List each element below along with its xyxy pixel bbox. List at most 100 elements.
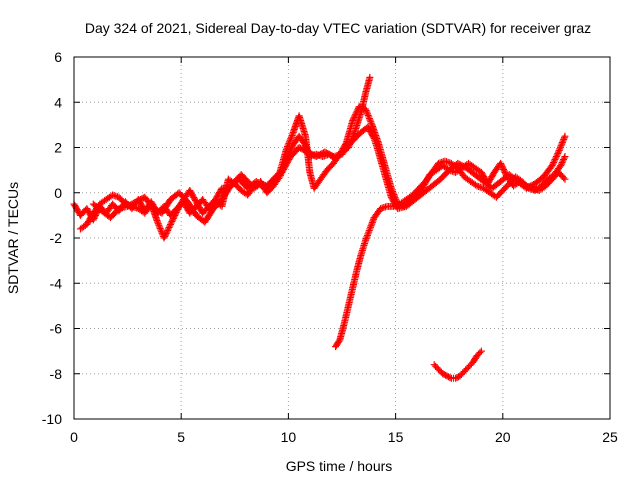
data-point xyxy=(557,142,565,150)
data-point xyxy=(282,146,290,154)
data-point xyxy=(352,110,360,118)
data-point xyxy=(500,167,508,175)
data-point xyxy=(560,156,568,164)
y-tick-label: 0 xyxy=(54,185,62,201)
data-point xyxy=(554,150,562,158)
data-point xyxy=(167,219,175,227)
data-point xyxy=(550,159,558,167)
data-point xyxy=(557,162,565,170)
data-point xyxy=(364,230,372,238)
data-point xyxy=(283,144,291,152)
x-axis-label: GPS time / hours xyxy=(286,458,393,474)
data-point xyxy=(284,143,292,151)
tick-labels: 0 5 10 15 20 25 -10 -8 -6 -4 -2 0 2 4 6 xyxy=(42,49,618,445)
data-point xyxy=(550,157,558,165)
data-point xyxy=(561,132,569,140)
data-point xyxy=(365,115,373,123)
y-tick-label: -10 xyxy=(42,411,62,427)
data-point xyxy=(162,229,170,237)
data-point xyxy=(560,135,568,143)
data-point xyxy=(477,347,485,355)
data-point xyxy=(285,139,293,147)
data-point xyxy=(548,162,556,170)
data-point xyxy=(285,138,293,146)
data-point xyxy=(557,160,565,168)
data-point xyxy=(555,148,563,156)
data-point xyxy=(157,226,165,234)
data-point xyxy=(365,113,373,121)
data-point xyxy=(362,105,370,113)
data-point xyxy=(363,108,371,116)
data-point xyxy=(164,225,172,233)
data-point xyxy=(362,236,370,244)
data-point xyxy=(369,217,377,225)
chart-title: Day 324 of 2021, Sidereal Day-to-day VTE… xyxy=(85,20,591,36)
data-point xyxy=(364,111,372,119)
data-point xyxy=(164,226,172,234)
data-point xyxy=(551,156,559,164)
data-point xyxy=(155,221,163,229)
data-point xyxy=(362,107,370,115)
y-axis-label: SDTVAR / TECUs xyxy=(5,182,21,294)
data-point xyxy=(163,228,171,236)
data-point xyxy=(368,218,376,226)
data-point xyxy=(161,231,169,239)
data-series xyxy=(70,73,569,382)
data-point xyxy=(365,227,373,235)
data-point xyxy=(349,116,357,124)
x-tick-label: 10 xyxy=(281,429,297,445)
x-tick-label: 15 xyxy=(388,429,404,445)
data-point xyxy=(160,234,168,242)
data-point xyxy=(287,135,295,143)
data-point xyxy=(560,154,568,162)
y-tick-label: -8 xyxy=(50,366,63,382)
data-point xyxy=(370,215,378,223)
data-point xyxy=(171,211,179,219)
data-point xyxy=(561,153,569,161)
data-point xyxy=(169,216,177,224)
data-point xyxy=(351,112,359,120)
data-point xyxy=(367,118,375,126)
axes xyxy=(73,56,611,420)
data-point xyxy=(363,231,371,239)
data-point xyxy=(364,110,372,118)
y-tick-label: -2 xyxy=(50,230,63,246)
y-tick-label: 2 xyxy=(54,140,62,156)
data-point xyxy=(497,161,505,169)
data-point xyxy=(284,141,292,149)
data-point xyxy=(369,133,377,141)
data-point xyxy=(560,174,568,182)
data-point xyxy=(552,153,560,161)
y-tick-label: -4 xyxy=(50,275,63,291)
data-point xyxy=(166,220,174,228)
data-point xyxy=(553,151,561,159)
data-point xyxy=(558,139,566,147)
data-point xyxy=(349,115,357,123)
data-point xyxy=(335,337,343,345)
data-point xyxy=(168,217,176,225)
data-point xyxy=(353,107,361,115)
data-point xyxy=(287,133,295,141)
data-point xyxy=(366,225,374,233)
x-tick-label: 20 xyxy=(495,429,511,445)
data-point xyxy=(552,154,560,162)
data-point xyxy=(161,232,169,240)
data-point xyxy=(362,235,370,243)
data-point xyxy=(556,145,564,153)
data-point xyxy=(171,210,179,218)
data-point xyxy=(154,220,162,228)
data-point xyxy=(154,218,162,226)
data-point xyxy=(497,159,505,167)
data-point xyxy=(561,175,569,183)
data-point xyxy=(365,228,373,236)
data-point xyxy=(476,349,484,357)
y-tick-label: 6 xyxy=(54,49,62,65)
data-point xyxy=(352,109,360,117)
data-point xyxy=(156,224,164,232)
data-point xyxy=(368,220,376,228)
data-point xyxy=(288,132,296,140)
data-point xyxy=(446,374,454,382)
data-point xyxy=(498,162,506,170)
x-tick-label: 25 xyxy=(602,429,618,445)
